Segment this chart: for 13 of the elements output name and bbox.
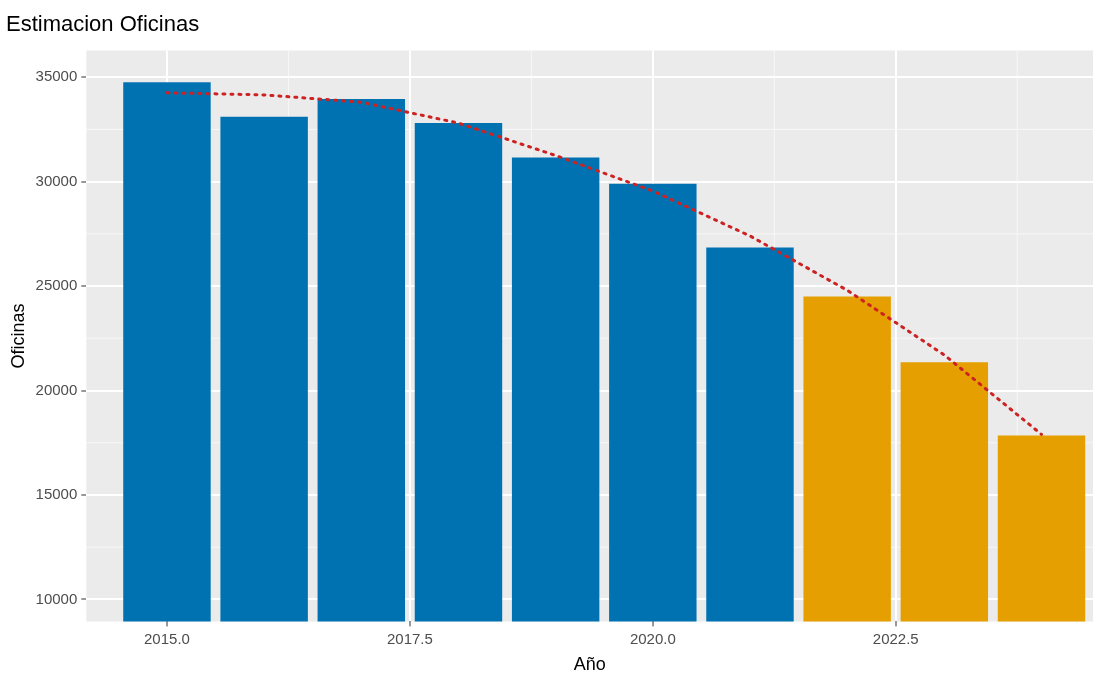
chart-title: Estimacion Oficinas xyxy=(6,11,200,37)
x-tick-label: 2022.5 xyxy=(872,629,919,647)
y-tick-label: 10000 xyxy=(35,589,78,607)
y-tick-label: 35000 xyxy=(35,67,78,85)
y-axis-title: Oficinas xyxy=(7,303,28,369)
y-tick-label: 15000 xyxy=(35,485,78,503)
x-tick-label: 2020.0 xyxy=(629,629,676,647)
x-axis-title: Año xyxy=(573,654,606,675)
x-tick-label: 2017.5 xyxy=(386,629,433,647)
y-tick-label: 30000 xyxy=(35,171,78,189)
y-tick-label: 25000 xyxy=(35,276,78,294)
x-tick-label: 2015.0 xyxy=(144,629,190,647)
y-tick-label: 20000 xyxy=(35,380,78,398)
